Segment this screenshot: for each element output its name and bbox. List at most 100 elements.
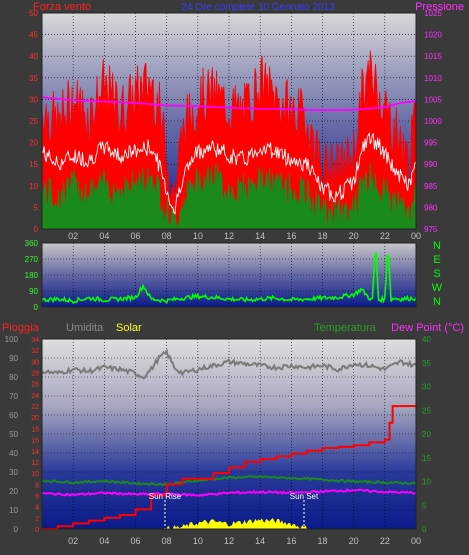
wind-x-axis: 02 04 06 08 10 12 14 16 18 20 22 00 <box>68 231 421 241</box>
wind-gust-series <box>41 50 417 230</box>
x-tick-label: 22 <box>380 231 390 241</box>
rain-tick-label: 24 <box>31 393 39 400</box>
pressure-tick-label: 1015 <box>424 52 442 61</box>
x-tick-label: 20 <box>349 231 359 241</box>
temperature-tick-label: 15 <box>422 454 431 463</box>
x-tick-label: 12 <box>224 231 234 241</box>
temperature-tick-label: 0 <box>422 525 427 534</box>
x-tick-label: 06 <box>130 231 140 241</box>
rain-tick-label: 26 <box>31 382 39 389</box>
humidity-tick-label: 20 <box>9 487 18 496</box>
x-tick-label: 04 <box>99 231 109 241</box>
pressure-tick-label: 990 <box>424 160 438 169</box>
bottom-x-axis: 02 04 06 08 10 12 14 16 18 20 22 00 <box>68 536 421 546</box>
pressure-tick-label: 980 <box>424 203 438 212</box>
x-tick-label: 00 <box>411 536 421 546</box>
direction-series-line <box>41 251 417 305</box>
wind-tick-label: 15 <box>29 160 38 169</box>
rain-tick-label: 14 <box>31 449 39 456</box>
humidity-tick-label: 30 <box>9 468 18 477</box>
wind-tick-label: 35 <box>29 74 38 83</box>
direction-axis: 0 90 180 270 360 <box>25 239 39 312</box>
rain-tick-label: 30 <box>31 359 39 366</box>
humidity-axis: 0 10 20 30 40 50 60 70 80 90 100 <box>5 335 19 534</box>
humidity-tick-label: 60 <box>9 411 18 420</box>
rain-series <box>42 405 416 530</box>
rain-tick-label: 10 <box>31 471 39 478</box>
direction-tick-label: 0 <box>34 303 39 312</box>
rain-tick-label: 8 <box>35 482 39 489</box>
wind-tick-label: 20 <box>29 139 38 148</box>
temperature-tick-label: 30 <box>422 383 431 392</box>
humidity-tick-label: 80 <box>9 373 18 382</box>
x-tick-label: 18 <box>317 536 327 546</box>
temperature-tick-label: 5 <box>422 501 427 510</box>
x-tick-label: 10 <box>193 231 203 241</box>
x-tick-label: 14 <box>255 231 265 241</box>
wind-series <box>41 50 417 230</box>
rain-tick-label: 32 <box>31 348 39 355</box>
x-tick-label: 06 <box>130 536 140 546</box>
humidity-tick-label: 40 <box>9 449 18 458</box>
temperature-tick-label: 35 <box>422 359 431 368</box>
rain-tick-label: 34 <box>31 337 39 344</box>
pressure-tick-label: 1020 <box>424 31 442 40</box>
humidity-label: Umidita <box>66 322 104 334</box>
rain-tick-label: 0 <box>35 527 39 534</box>
direction-tick-label: 360 <box>25 239 39 248</box>
rain-tick-label: 16 <box>31 438 39 445</box>
wind-low-series <box>41 162 417 230</box>
x-tick-label: 12 <box>224 536 234 546</box>
compass-label: S <box>433 268 440 280</box>
x-tick-label: 08 <box>162 536 172 546</box>
wind-tick-label: 0 <box>34 225 39 234</box>
x-tick-label: 08 <box>162 231 172 241</box>
wind-tick-label: 30 <box>29 95 38 104</box>
wind-tick-label: 10 <box>29 182 38 191</box>
pressure-tick-label: 1000 <box>424 117 442 126</box>
temperature-tick-label: 40 <box>422 335 431 344</box>
pressure-axis: 975 980 985 990 995 1000 1005 1010 1015 1020 1025 <box>424 9 442 234</box>
pressure-label: Pressione <box>415 1 464 13</box>
humidity-series <box>41 348 417 380</box>
compass-label: N <box>433 296 441 308</box>
x-tick-label: 16 <box>286 536 296 546</box>
direction-grid <box>42 243 416 307</box>
pressure-tick-label: 1010 <box>424 74 442 83</box>
x-tick-label: 16 <box>286 231 296 241</box>
sun-rise-label: Sun Rise <box>149 492 182 501</box>
chart-title: 24 Ore complete 10 Gennaio 2013 <box>181 2 335 13</box>
wind-left-axis: 0 5 10 15 20 25 30 35 40 45 50 <box>29 9 38 234</box>
pressure-series <box>41 96 417 112</box>
pressure-tick-label: 1005 <box>424 95 442 104</box>
wind-tick-label: 45 <box>29 31 38 40</box>
x-tick-label: 10 <box>193 536 203 546</box>
rain-tick-label: 20 <box>31 415 39 422</box>
x-tick-label: 14 <box>255 536 265 546</box>
rain-tick-label: 12 <box>31 460 39 467</box>
humidity-tick-label: 100 <box>5 335 19 344</box>
pressure-tick-label: 985 <box>424 182 438 191</box>
humidity-tick-label: 50 <box>9 430 18 439</box>
rain-tick-label: 2 <box>35 516 39 523</box>
x-tick-label: 20 <box>349 536 359 546</box>
pressure-tick-label: 975 <box>424 225 438 234</box>
sun-set-label: Sun Set <box>290 492 319 501</box>
rain-tick-label: 4 <box>35 505 39 512</box>
humidity-tick-label: 90 <box>9 354 18 363</box>
wind-tick-label: 25 <box>29 117 38 126</box>
rain-tick-label: 28 <box>31 371 39 378</box>
wind-average-series <box>41 131 417 215</box>
direction-tick-label: 270 <box>25 255 39 264</box>
temperature-tick-label: 20 <box>422 430 431 439</box>
direction-tick-label: 180 <box>25 271 39 280</box>
pressure-tick-label: 1025 <box>424 9 442 18</box>
compass-label: E <box>433 254 440 266</box>
compass-label: N <box>433 240 441 252</box>
dew-point-series <box>41 488 417 497</box>
